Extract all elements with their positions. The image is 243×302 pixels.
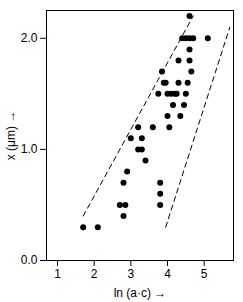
- svg-text:4: 4: [164, 267, 171, 281]
- svg-text:1.0: 1.0: [21, 142, 38, 156]
- svg-text:3: 3: [127, 267, 134, 281]
- svg-text:x (μm) →: x (μm) →: [4, 111, 18, 161]
- svg-text:0.0: 0.0: [21, 253, 38, 267]
- svg-text:2: 2: [91, 267, 98, 281]
- svg-text:ln (a·c) →: ln (a·c) →: [114, 286, 167, 300]
- svg-text:5: 5: [201, 267, 208, 281]
- svg-text:1: 1: [54, 267, 61, 281]
- svg-text:2.0: 2.0: [21, 31, 38, 45]
